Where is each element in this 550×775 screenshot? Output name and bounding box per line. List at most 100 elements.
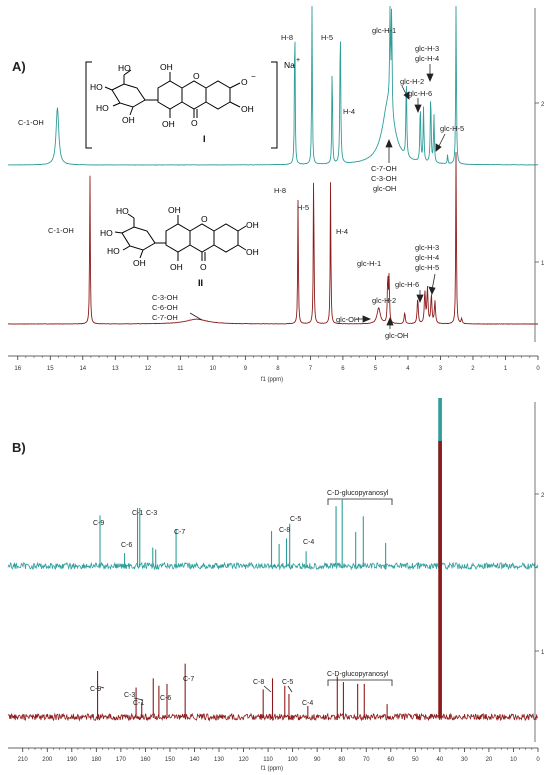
- panel-b-tick-label-11: 100: [288, 757, 299, 763]
- group-2-g: OH: [246, 220, 259, 230]
- group-1-a: HO: [118, 63, 131, 73]
- glucose-ring-2: [121, 226, 156, 251]
- group-2-a: HO: [116, 206, 129, 216]
- panel-a-tick-label-7: 9: [244, 366, 248, 372]
- group-2-h: OH: [246, 247, 259, 257]
- annot-b1-glucopyranosyl: C-D-glucopyranosyl: [327, 671, 389, 678]
- annot-b2-c7: C-7: [174, 529, 185, 536]
- panel-b-label: B): [12, 440, 26, 455]
- panel-a-tick-label-2: 14: [79, 366, 86, 372]
- annot-a1-glcoh-right: glc-OH: [385, 331, 408, 340]
- bracket-right: [271, 61, 278, 149]
- oxyanion-charge-1: −: [251, 72, 256, 81]
- panel-a-tick-label-16: 0: [536, 366, 540, 372]
- glucose-ring-1: [111, 83, 146, 108]
- annot-a2-c7oh: C-7-OH: [371, 164, 397, 173]
- annot-a1-glc-h3: glc-H-3: [415, 243, 439, 252]
- panel-a-spectrum-1: [7, 152, 538, 325]
- panel-b-tick-label-13: 80: [338, 757, 345, 763]
- annot-a1-c3oh: C-3-OH: [152, 293, 178, 302]
- panel-b-tick-label-21: 0: [536, 757, 540, 763]
- panel-b-tick-label-10: 110: [263, 757, 273, 763]
- panel-b-trace-number-2: 2: [541, 493, 545, 499]
- xanthone-ring-b-1: [181, 80, 207, 110]
- annot-b2-c5: C-5: [290, 516, 301, 523]
- spectrum-line-a-1: [7, 152, 538, 325]
- annot-a1-c7oh: C-7-OH: [152, 313, 178, 322]
- carbonyl-o-1: O: [191, 118, 198, 128]
- arrow-a1-glc-h5-head: [428, 286, 436, 295]
- annot-a1-glcoh-left: glc-OH: [336, 315, 359, 324]
- group-1-e: OH: [160, 62, 173, 72]
- annot-b2-c3: C-3: [146, 510, 157, 517]
- annot-a2-glc-h6: glc-H-6: [408, 89, 432, 98]
- arrow-a1-glc-h6-head: [416, 294, 424, 304]
- b1-c9-leader: [100, 686, 105, 689]
- panel-a-tick-label-14: 2: [471, 366, 475, 372]
- panel-a-tick-label-4: 12: [144, 366, 151, 372]
- panel-b-tick-label-4: 170: [116, 757, 127, 763]
- annot-b1-c3: C-3: [124, 692, 135, 699]
- spectrum-noise-b-2: [7, 561, 539, 571]
- annot-b1-c4: C-4: [302, 700, 313, 707]
- panel-a-spectrum-2: [8, 5, 539, 166]
- annot-b1-c1: C-1: [133, 700, 144, 707]
- group-1-b: HO: [90, 82, 103, 92]
- annot-a2-c1oh: C-1-OH: [18, 118, 44, 127]
- annot-a2-glc-h1: glc-H-1: [372, 26, 396, 35]
- annot-a1-h8: H-8: [274, 186, 286, 195]
- panel-b-tick-label-5: 160: [140, 757, 151, 763]
- annot-a2-h8: H-8: [281, 33, 293, 42]
- arrow-glc-h5-head: [435, 143, 442, 152]
- panel-b-tick-label-19: 20: [486, 757, 493, 763]
- annot-a1-c1oh: C-1-OH: [48, 226, 74, 235]
- annot-a1-glc-h5: glc-H-5: [415, 263, 439, 272]
- group-1-f: OH: [162, 119, 175, 129]
- compound-label-1: I: [203, 134, 206, 144]
- arrow-a1-oh: [189, 312, 203, 321]
- panel-b-tick-label-14: 70: [363, 757, 370, 763]
- annot-b2-c8: C-8: [279, 527, 290, 534]
- panel-b-x-axis-label: f1 (ppm): [261, 766, 283, 772]
- group-2-f: OH: [170, 262, 183, 272]
- annot-a2-glc-h5: glc-H-5: [440, 124, 464, 133]
- panel-b-spectrum-2: [7, 398, 539, 571]
- arrow-a1-glcoh2-head: [386, 316, 394, 326]
- counter-ion-1: Na: [284, 60, 295, 70]
- annot-a2-h5: H-5: [321, 33, 333, 42]
- annot-b2-c1: C-1: [132, 510, 143, 517]
- annot-b2-c4: C-4: [303, 539, 314, 546]
- panel-a-tick-label-9: 7: [309, 366, 313, 372]
- panel-a-tick-label-12: 4: [406, 366, 410, 372]
- panel-a-x-axis: 16 15 14 13 12 11 10 9 8 7 6 5 4 3 2 1 0: [8, 355, 540, 372]
- annot-b1-c5: C-5: [282, 679, 293, 686]
- glucopyranosyl-bracket-1: [327, 679, 393, 686]
- panel-b-tick-label-9: 120: [239, 757, 250, 763]
- bracket-left: [85, 61, 92, 149]
- xanthone-ring-b-2: [189, 223, 215, 253]
- structure-compound-2: O O HO HO HO OH OH OH OH OH II: [100, 205, 259, 288]
- panel-a-tick-label-0: 16: [14, 366, 21, 372]
- group-1-g: OH: [241, 104, 254, 114]
- carbonyl-o-2: O: [200, 262, 207, 272]
- panel-a-tick-label-10: 6: [341, 366, 345, 372]
- panel-b-spectrum-1: [7, 441, 539, 722]
- panel-b-tick-label-8: 130: [214, 757, 225, 763]
- panel-a-tick-label-3: 13: [112, 366, 119, 372]
- arrow-glc-h6-head: [414, 104, 422, 114]
- panel-b-tick-label-3: 180: [91, 757, 102, 763]
- group-1-d: OH: [122, 115, 135, 125]
- panel-b-tick-label-20: 10: [510, 757, 517, 763]
- panel-a-tick-label-13: 3: [439, 366, 443, 372]
- annot-b1-c8: C-8: [253, 679, 264, 686]
- panel-b-tick-label-2: 190: [67, 757, 78, 763]
- spectrum-line-a-2: [8, 5, 539, 166]
- oxyanion-1: O: [241, 77, 248, 87]
- annot-a2-glc-h2: glc-H-2: [400, 77, 424, 86]
- panel-a-trace-number-2: 2: [541, 102, 545, 108]
- panel-a-annotations: C-1-OH H-8 H-5 H-4 glc-H-1 glc-H-2 glc-H…: [18, 26, 464, 340]
- annot-b1-c7: C-7: [183, 676, 194, 683]
- panel-b-tick-label-16: 50: [412, 757, 419, 763]
- panel-b: B) 2 1 210 200 190 180 170 160 150 140 130 120 110…: [7, 398, 545, 772]
